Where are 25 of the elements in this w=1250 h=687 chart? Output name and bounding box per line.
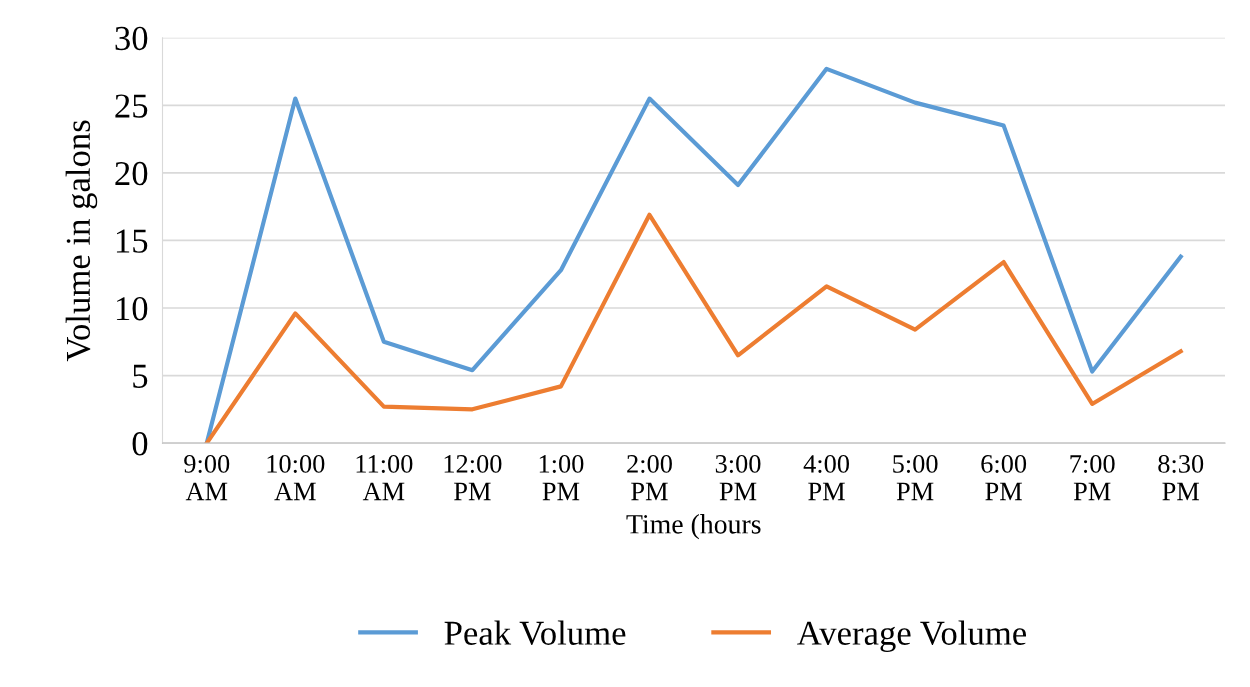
- legend-label: Peak Volume: [444, 620, 626, 646]
- x-tick-label: 6:00 PM: [981, 454, 1027, 501]
- x-tick-label: 11:00 AM: [356, 454, 413, 501]
- x-tick-label: 10:00 AM: [267, 454, 325, 501]
- y-axis-title: Volume in galons: [65, 120, 98, 362]
- y-tick-label: 30: [115, 26, 148, 51]
- x-tick-label: 1:00 PM: [539, 454, 584, 501]
- legend-label: Average Volume: [797, 620, 1027, 653]
- y-tick-label: 25: [115, 94, 148, 118]
- y-tick-label: 10: [116, 296, 148, 321]
- x-tick-label: 3:00 PM: [715, 454, 761, 501]
- y-tick-label: 0: [132, 432, 148, 456]
- line-series: [204, 212, 1183, 444]
- x-tick-label: 8:30 PM: [1158, 454, 1204, 501]
- line-series: [204, 66, 1183, 444]
- x-tick-label: 7:00 PM: [1070, 454, 1115, 501]
- y-tick-label: 20: [115, 161, 148, 186]
- y-tick-label: 5: [133, 364, 148, 388]
- x-tick-label: 12:00 PM: [444, 454, 502, 501]
- x-tick-label: 4:00 PM: [803, 454, 850, 501]
- y-tick-label: 15: [116, 229, 148, 253]
- x-tick-label: 9:00 AM: [184, 454, 230, 501]
- x-tick-label: 5:00 PM: [893, 454, 938, 501]
- x-tick-label: 2:00 PM: [627, 454, 672, 501]
- x-axis-title: Time (hours: [626, 514, 761, 540]
